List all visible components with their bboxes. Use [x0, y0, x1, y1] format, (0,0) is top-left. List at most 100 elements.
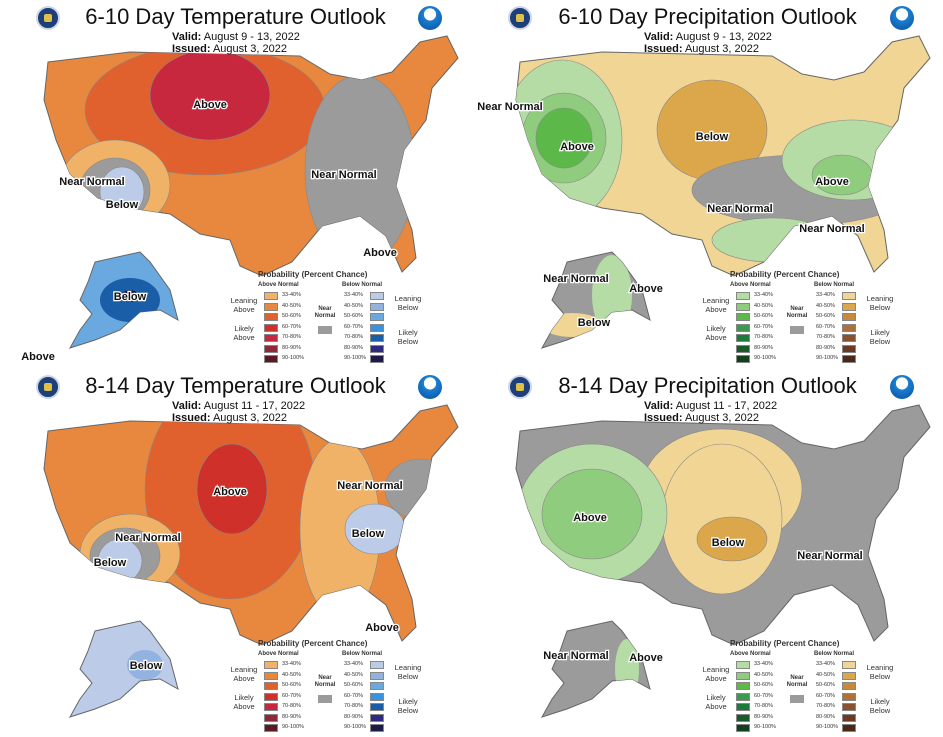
above-swatch	[264, 713, 278, 722]
noaa-logo	[418, 6, 442, 30]
region-label: Near Normal	[311, 169, 376, 181]
probability-contour	[696, 516, 768, 562]
above-swatch	[264, 682, 278, 690]
below-swatch	[842, 313, 856, 321]
region-label: Near Normal	[707, 203, 772, 215]
region-label: Near Normal	[477, 101, 542, 113]
below-swatch	[842, 692, 856, 701]
region-label: Above	[213, 486, 247, 498]
below-swatch	[370, 313, 384, 321]
below-swatch	[842, 713, 856, 722]
valid-dates: Valid: August 11 - 17, 2022	[644, 400, 778, 412]
below-swatch	[370, 334, 384, 342]
above-swatch	[736, 344, 750, 353]
us-map: Near Normal Above Below Near Normal Above Nea…	[476, 35, 931, 349]
above-swatch	[264, 692, 278, 701]
region-label: Below	[578, 317, 611, 329]
above-swatch	[736, 682, 750, 690]
us-map: Above Below Near Normal Near Normal Above	[515, 404, 931, 718]
near-normal-swatch	[790, 326, 804, 334]
above-swatch	[264, 302, 278, 311]
doc-seal-logo	[508, 6, 532, 30]
region-label: Below	[130, 660, 163, 672]
region-label: Near Normal	[115, 532, 180, 544]
below-swatch	[842, 344, 856, 353]
below-swatch	[842, 292, 856, 300]
region-label: Above	[629, 283, 663, 295]
below-swatch	[370, 661, 384, 669]
noaa-logo	[890, 6, 914, 30]
probability-contour	[541, 468, 643, 560]
near-normal-swatch	[790, 695, 804, 703]
region-label: Below	[106, 199, 139, 211]
issued-date: Issued: August 3, 2022	[644, 43, 759, 55]
doc-seal-logo	[36, 6, 60, 30]
doc-seal-logo	[508, 375, 532, 399]
outlook-panel-2: Near Normal Above Below Near Normal Above Nea…	[472, 0, 943, 368]
valid-dates: Valid: August 9 - 13, 2022	[172, 31, 300, 43]
probability-contour	[535, 107, 593, 169]
above-swatch	[736, 724, 750, 732]
below-swatch	[842, 703, 856, 711]
region-label: Above	[363, 247, 397, 259]
above-swatch	[736, 292, 750, 300]
below-swatch	[842, 724, 856, 732]
valid-dates: Valid: August 11 - 17, 2022	[172, 400, 306, 412]
above-swatch	[264, 292, 278, 300]
above-swatch	[736, 713, 750, 722]
below-swatch	[842, 323, 856, 332]
above-swatch	[736, 355, 750, 363]
below-swatch	[370, 692, 384, 701]
outlook-panel-3: Above Near Normal Below Near Normal Below Abo…	[0, 369, 471, 737]
below-swatch	[370, 302, 384, 311]
issued-date: Issued: August 3, 2022	[172, 43, 287, 55]
below-swatch	[842, 302, 856, 311]
above-swatch	[264, 323, 278, 332]
above-swatch	[264, 313, 278, 321]
above-swatch	[736, 692, 750, 701]
outlook-panel-1: Above Near Normal Below Near Normal Above Bel…	[0, 0, 471, 368]
region-label: Below	[712, 537, 745, 549]
region-label: Below	[696, 131, 729, 143]
probability-contour	[811, 154, 873, 196]
noaa-logo	[418, 375, 442, 399]
region-label: Above	[193, 99, 227, 111]
region-label: Near Normal	[59, 176, 124, 188]
below-swatch	[842, 355, 856, 363]
below-swatch	[370, 355, 384, 363]
below-swatch	[370, 713, 384, 722]
region-label: Near Normal	[543, 650, 608, 662]
probability-contour	[122, 290, 138, 302]
above-swatch	[736, 323, 750, 332]
above-swatch	[264, 661, 278, 669]
below-swatch	[370, 682, 384, 690]
below-swatch	[842, 334, 856, 342]
probability-contour	[615, 639, 639, 699]
panel-title: 6-10 Day Temperature Outlook	[85, 4, 386, 29]
near-normal-swatch	[318, 326, 332, 334]
region-label: Above	[629, 652, 663, 664]
noaa-logo	[890, 375, 914, 399]
alaska-region	[68, 620, 179, 718]
probability-legend: Probability (Percent Chance) Above Norma…	[230, 270, 422, 363]
region-label: Below	[114, 291, 147, 303]
above-swatch	[264, 334, 278, 342]
below-swatch	[842, 671, 856, 680]
issued-date: Issued: August 3, 2022	[644, 412, 759, 424]
below-swatch	[370, 724, 384, 732]
below-swatch	[842, 682, 856, 690]
above-swatch	[736, 671, 750, 680]
panel-title: 6-10 Day Precipitation Outlook	[558, 4, 857, 29]
near-normal-swatch	[318, 695, 332, 703]
below-swatch	[370, 671, 384, 680]
above-swatch	[264, 671, 278, 680]
probability-contour	[127, 650, 163, 680]
above-swatch	[736, 313, 750, 321]
valid-dates: Valid: August 9 - 13, 2022	[644, 31, 772, 43]
outlook-panel-4: Above Below Near Normal Near Normal Above 8-…	[472, 369, 943, 737]
region-label: Above	[21, 351, 55, 363]
issued-date: Issued: August 3, 2022	[172, 412, 287, 424]
us-map: Above Near Normal Below Near Normal Below Abo…	[43, 404, 459, 718]
region-label: Near Normal	[543, 273, 608, 285]
